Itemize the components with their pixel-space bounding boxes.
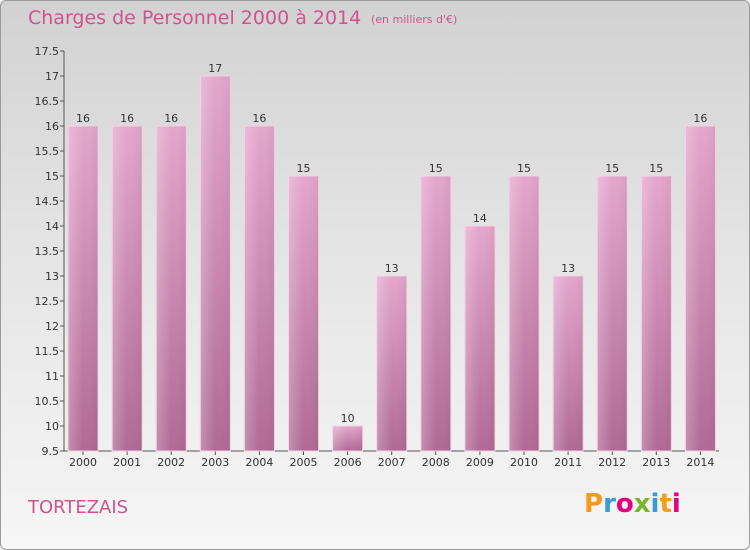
- y-tick-label: 11: [45, 370, 59, 383]
- chart-title: Charges de Personnel 2000 à 2014: [28, 7, 362, 29]
- x-tick-label: 2010: [510, 456, 538, 469]
- value-label: 16: [252, 112, 266, 125]
- y-tick-label: 10: [45, 420, 59, 433]
- y-tick-label: 12.5: [35, 295, 60, 308]
- y-tick-label: 11.5: [35, 345, 60, 358]
- bar-shine: [112, 126, 143, 451]
- bar-shine: [288, 176, 319, 451]
- value-label: 13: [561, 262, 575, 275]
- bar-shine: [376, 276, 407, 451]
- value-label: 14: [473, 212, 487, 225]
- y-tick-label: 16.5: [35, 95, 60, 108]
- x-tick-label: 2007: [378, 456, 406, 469]
- logo-letter: i: [650, 489, 660, 519]
- x-tick-label: 2006: [334, 456, 362, 469]
- x-tick-label: 2001: [113, 456, 141, 469]
- y-tick-label: 14: [45, 220, 59, 233]
- x-tick-label: 2014: [686, 456, 714, 469]
- bar-shine: [509, 176, 539, 451]
- x-tick-label: 2011: [554, 456, 582, 469]
- y-tick-label: 9.5: [42, 445, 60, 458]
- x-tick-label: 2004: [245, 456, 273, 469]
- logo-letter: P: [584, 489, 604, 519]
- bar-shine: [200, 76, 231, 451]
- value-label: 15: [649, 162, 663, 175]
- y-tick-label: 17: [45, 70, 59, 83]
- y-tick-label: 17.5: [35, 45, 60, 58]
- x-tick-label: 2002: [157, 456, 185, 469]
- x-tick-label: 2003: [201, 456, 229, 469]
- x-tick-label: 2000: [69, 456, 97, 469]
- x-tick-label: 2013: [642, 456, 670, 469]
- y-tick-label: 15: [45, 170, 59, 183]
- y-tick-label: 13.5: [35, 245, 60, 258]
- logo-letter: i: [671, 489, 681, 519]
- bar-shine: [420, 176, 451, 451]
- value-label: 17: [208, 62, 222, 75]
- bar-shine: [332, 426, 363, 451]
- value-label: 16: [120, 112, 134, 125]
- y-tick-label: 14.5: [35, 195, 60, 208]
- logo-letter: x: [633, 489, 651, 519]
- x-tick-label: 2008: [422, 456, 450, 469]
- x-tick-label: 2005: [290, 456, 318, 469]
- value-label: 15: [605, 162, 619, 175]
- bar-shine: [156, 126, 187, 451]
- logo-letter: o: [615, 489, 634, 519]
- commune-name: TORTEZAIS: [28, 497, 129, 518]
- bar-shine: [244, 126, 275, 451]
- bar-shine: [597, 176, 628, 451]
- x-tick-label: 2009: [466, 456, 494, 469]
- value-label: 10: [341, 412, 355, 425]
- bar-shine: [685, 126, 716, 451]
- value-label: 13: [385, 262, 399, 275]
- value-label: 15: [429, 162, 443, 175]
- bar-shine: [553, 276, 584, 451]
- value-label: 16: [164, 112, 178, 125]
- y-tick-label: 16: [45, 120, 59, 133]
- value-label: 15: [517, 162, 531, 175]
- proxiti-logo[interactable]: Proxiti: [584, 489, 681, 519]
- bar-shine: [68, 126, 98, 451]
- chart-subtitle: (en milliers d'€): [371, 13, 458, 26]
- value-label: 16: [693, 112, 707, 125]
- y-tick-label: 10.5: [35, 395, 60, 408]
- value-label: 16: [76, 112, 90, 125]
- y-tick-label: 12: [45, 320, 59, 333]
- bar-shine: [641, 176, 672, 451]
- x-tick-label: 2012: [598, 456, 626, 469]
- logo-letter: r: [603, 489, 616, 519]
- value-label: 15: [297, 162, 311, 175]
- y-tick-label: 15.5: [35, 145, 60, 158]
- bar-shine: [464, 226, 495, 451]
- logo-letter: t: [659, 489, 672, 519]
- y-tick-label: 13: [45, 270, 59, 283]
